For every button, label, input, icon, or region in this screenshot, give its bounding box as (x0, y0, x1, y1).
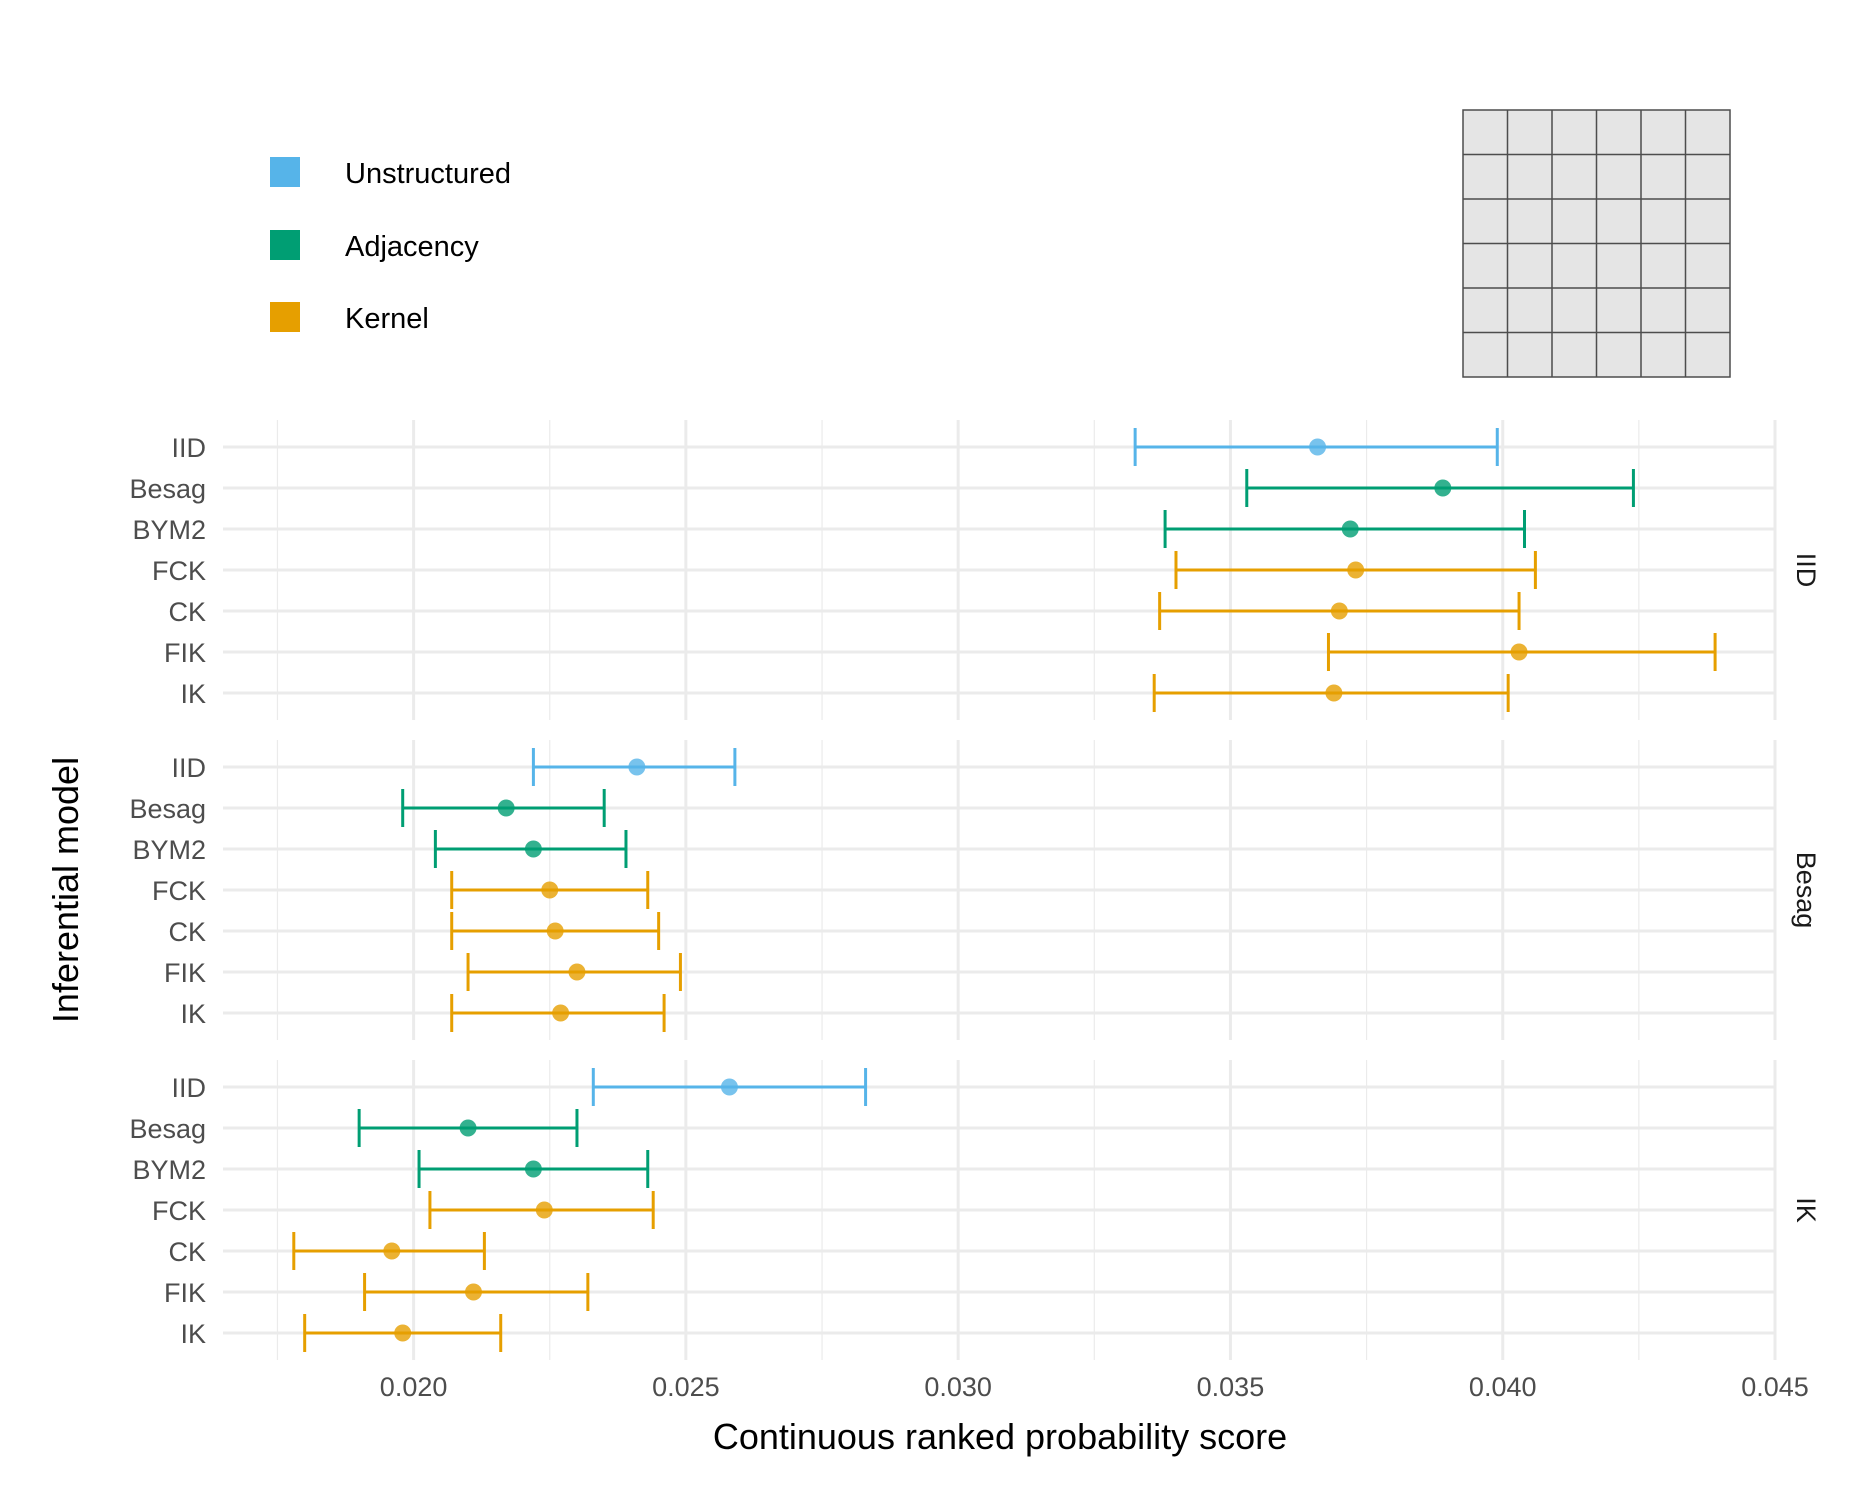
panel-strip-label: IK (1791, 1197, 1821, 1223)
x-tick-label: 0.020 (380, 1372, 448, 1402)
x-tick-label: 0.035 (1197, 1372, 1265, 1402)
y-tick-label: Besag (129, 794, 206, 824)
y-tick-label: FIK (164, 638, 206, 668)
panel-iid: IID Besag BYM2 FCK CK FIK IK IID (129, 420, 1821, 720)
x-tick-label: 0.030 (924, 1372, 992, 1402)
y-tick-label: Besag (129, 1114, 206, 1144)
x-tick-label: 0.025 (652, 1372, 720, 1402)
x-tick-label: 0.040 (1469, 1372, 1537, 1402)
y-tick-label: CK (168, 917, 206, 947)
y-tick-label: IID (171, 433, 206, 463)
estimate-point (524, 840, 542, 858)
y-tick-label: IK (180, 679, 206, 709)
estimate-point (1347, 561, 1365, 579)
panel-strip-label: IID (1791, 553, 1821, 588)
legend-key-adjacency (270, 230, 300, 260)
estimate-point (383, 1242, 401, 1260)
estimate-point (1309, 438, 1327, 456)
estimate-point (459, 1119, 477, 1137)
y-tick-label: CK (168, 1237, 206, 1267)
estimate-point (720, 1078, 738, 1096)
estimate-point (628, 758, 646, 776)
x-tick-label: 0.045 (1741, 1372, 1809, 1402)
panel-besag: IID Besag BYM2 FCK CK FIK IK Besag (129, 740, 1821, 1040)
y-tick-label: CK (168, 597, 206, 627)
y-axis-title: Inferential model (45, 757, 86, 1023)
y-tick-label: BYM2 (132, 515, 206, 545)
y-tick-label: Besag (129, 474, 206, 504)
y-tick-label: IK (180, 999, 206, 1029)
y-tick-label: FIK (164, 958, 206, 988)
y-tick-label: FCK (152, 876, 206, 906)
estimate-point (552, 1004, 570, 1022)
inset-grid-graphic (1462, 109, 1731, 378)
y-tick-label: IID (171, 753, 206, 783)
x-axis-tick-labels: 0.020 0.025 0.030 0.035 0.040 0.045 (380, 1372, 1809, 1402)
x-axis-title: Continuous ranked probability score (713, 1416, 1287, 1457)
estimate-point (524, 1160, 542, 1178)
y-tick-label: BYM2 (132, 1155, 206, 1185)
estimate-point (1325, 684, 1343, 702)
estimate-point (568, 963, 586, 981)
legend-label-kernel: Kernel (345, 303, 429, 335)
y-tick-label: FCK (152, 1196, 206, 1226)
legend-key-unstructured (270, 157, 300, 187)
legend-label-unstructured: Unstructured (345, 158, 511, 190)
y-tick-label: FCK (152, 556, 206, 586)
estimate-point (541, 881, 559, 899)
y-tick-label: BYM2 (132, 835, 206, 865)
estimate-point (497, 799, 515, 817)
estimate-point (1330, 602, 1348, 620)
legend: Unstructured Adjacency Kernel (270, 157, 511, 335)
panels: IID Besag BYM2 FCK CK FIK IK IID IID Besag BYM2 FCK… (129, 420, 1821, 1360)
estimate-point (1434, 479, 1452, 497)
legend-key-kernel (270, 302, 300, 332)
y-tick-label: IK (180, 1319, 206, 1349)
estimate-point (535, 1201, 553, 1219)
y-tick-label: IID (171, 1073, 206, 1103)
y-tick-label: FIK (164, 1278, 206, 1308)
estimate-point (546, 922, 564, 940)
estimate-point (464, 1283, 482, 1301)
legend-label-adjacency: Adjacency (345, 231, 479, 263)
estimate-point (1510, 643, 1528, 661)
panel-ik: IID Besag BYM2 FCK CK FIK IK IK (129, 1060, 1821, 1360)
estimate-point (394, 1324, 412, 1342)
panel-strip-label: Besag (1791, 852, 1821, 929)
estimate-point (1341, 520, 1359, 538)
